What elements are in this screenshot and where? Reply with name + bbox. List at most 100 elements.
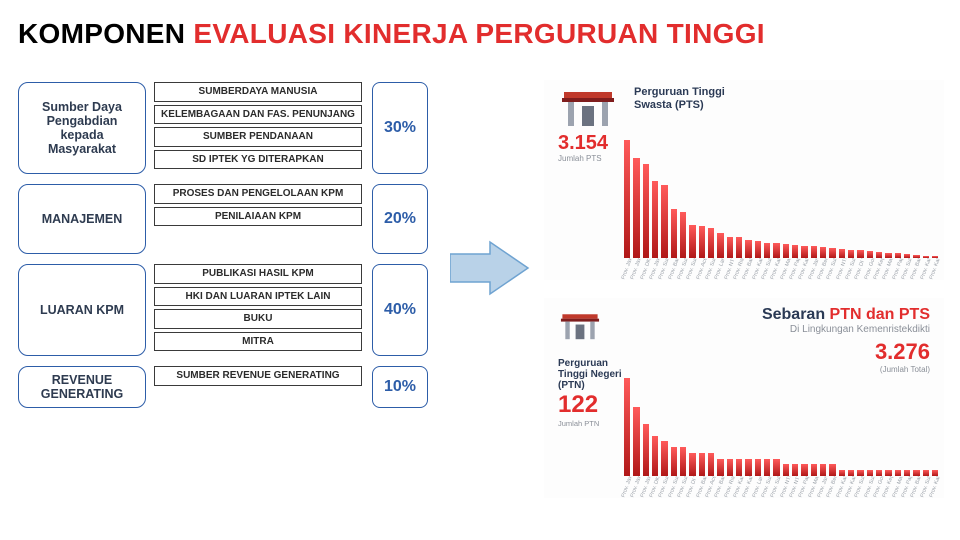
item: SD IPTEK YG DITERAPKAN: [154, 150, 362, 170]
bar: [811, 464, 817, 476]
bar: [773, 459, 779, 476]
ptn-h-accent: PTN dan PTS: [830, 306, 930, 323]
bar: [717, 459, 723, 476]
bar: [839, 249, 845, 258]
bar: [680, 212, 686, 258]
title-plain: KOMPONEN: [18, 18, 193, 49]
bar: [764, 243, 770, 258]
card-ptn-header: Sebaran PTN dan PTS Di Lingkungan Kemenr…: [762, 306, 930, 374]
ptn-h-plain: Sebaran: [762, 306, 830, 323]
page-title: KOMPONEN EVALUASI KINERJA PERGURUAN TING…: [18, 18, 765, 50]
component-table: Sumber Daya Pengabdian kepada Masyarakat…: [18, 82, 428, 418]
bar: [820, 247, 826, 258]
bar: [811, 246, 817, 258]
bar: [699, 453, 705, 476]
group-revenue: REVENUE GENERATINGSUMBER REVENUE GENERAT…: [18, 366, 428, 408]
arrow-right-icon: [450, 240, 530, 296]
bar: [708, 228, 714, 258]
bar: [671, 447, 677, 476]
bar: [764, 459, 770, 476]
bar: [689, 453, 695, 476]
ptn-bars: [624, 376, 938, 476]
bar: [727, 237, 733, 258]
group-pct-manajemen: 20%: [372, 184, 428, 254]
item: MITRA: [154, 332, 362, 352]
card-ptn: Sebaran PTN dan PTS Di Lingkungan Kemenr…: [544, 298, 944, 498]
group-pct-luaran: 40%: [372, 264, 428, 356]
bar: [792, 464, 798, 476]
group-manajemen: MANAJEMENPROSES DAN PENGELOLAAN KPMPENIL…: [18, 184, 428, 254]
bar: [773, 243, 779, 258]
bar: [727, 459, 733, 476]
card-pts-title: Perguruan Tinggi Swasta (PTS): [634, 86, 744, 112]
bar: [745, 240, 751, 258]
group-pct-sumberdaya: 30%: [372, 82, 428, 174]
card-pts-count: 3.154: [558, 132, 608, 155]
ptn-bar-labels: Prov. Jawa TimurProv. Jawa BaratProv. Ja…: [624, 476, 938, 498]
item: PUBLIKASI HASIL KPM: [154, 264, 362, 284]
bar: [652, 436, 658, 476]
group-items-revenue: SUMBER REVENUE GENERATING: [154, 366, 362, 408]
group-luaran: LUARAN KPM PUBLIKASI HASIL KPM HKI DAN LUA…: [18, 264, 428, 356]
bar: [736, 237, 742, 258]
ptn-h-sub: Di Lingkungan Kemenristekdikti: [762, 324, 930, 335]
bar: [661, 185, 667, 258]
item: HKI DAN LUARAN IPTEK LAIN: [154, 287, 362, 307]
bar: [783, 244, 789, 258]
bar: [671, 209, 677, 258]
ptn-label: Perguruan Tinggi Negeri (PTN): [558, 358, 628, 391]
card-pts-count-label: Jumlah PTS: [558, 154, 602, 163]
pts-bars: [624, 138, 938, 258]
bar: [633, 407, 639, 476]
item: SUMBERDAYA MANUSIA: [154, 82, 362, 102]
group-sumberdaya: Sumber Daya Pengabdian kepada Masyarakat…: [18, 82, 428, 174]
item: KELEMBAGAAN DAN FAS. PENUNJANG: [154, 105, 362, 125]
group-label-luaran: LUARAN KPM: [18, 264, 146, 356]
bar: [783, 464, 789, 476]
group-items-sumberdaya: SUMBERDAYA MANUSIA KELEMBAGAAN DAN FAS. P…: [154, 82, 362, 174]
right-panel: Perguruan Tinggi Swasta (PTS) 3.154 Juml…: [544, 80, 944, 510]
bar: [820, 464, 826, 476]
bar: [643, 164, 649, 258]
bar: [801, 246, 807, 258]
bar: [745, 459, 751, 476]
bar: [755, 459, 761, 476]
title-accent: EVALUASI KINERJA PERGURUAN TINGGI: [193, 18, 765, 49]
bar: [736, 459, 742, 476]
gate-icon: [558, 308, 602, 344]
item: BUKU: [154, 309, 362, 329]
ptn-total-label: (Jumlah Total): [762, 365, 930, 374]
bar: [801, 464, 807, 476]
ptn-total: 3.276: [762, 339, 930, 365]
bar: [708, 453, 714, 476]
gate-icon: [558, 86, 618, 130]
bar: [829, 464, 835, 476]
item: SUMBER PENDANAAN: [154, 127, 362, 147]
bar: [633, 158, 639, 258]
ptn-number: 122: [558, 391, 628, 419]
bar: [661, 441, 667, 476]
pts-bar-labels: Prov. Jawa BaratProv. Jawa TimurProv. DK…: [624, 258, 938, 280]
bar: [755, 241, 761, 258]
group-pct-revenue: 10%: [372, 366, 428, 408]
bar: [792, 245, 798, 258]
group-items-luaran: PUBLIKASI HASIL KPM HKI DAN LUARAN IPTEK …: [154, 264, 362, 356]
item: SUMBER REVENUE GENERATING: [154, 366, 362, 386]
group-label-manajemen: MANAJEMEN: [18, 184, 146, 254]
item: PROSES DAN PENGELOLAAN KPM: [154, 184, 362, 204]
bar: [699, 226, 705, 258]
group-label-sumberdaya: Sumber Daya Pengabdian kepada Masyarakat: [18, 82, 146, 174]
bar: [624, 140, 630, 258]
card-pts-title-text: Perguruan Tinggi Swasta (PTS): [634, 86, 744, 112]
bar: [717, 233, 723, 258]
ptn-sub: Jumlah PTN: [558, 419, 628, 428]
bar: [680, 447, 686, 476]
bar: [624, 378, 630, 476]
bar: [829, 248, 835, 258]
bar: [652, 181, 658, 258]
group-items-manajemen: PROSES DAN PENGELOLAAN KPMPENILAIAAN KPM: [154, 184, 362, 254]
card-pts: Perguruan Tinggi Swasta (PTS) 3.154 Juml…: [544, 80, 944, 280]
bar: [643, 424, 649, 476]
bar: [689, 225, 695, 258]
ptn-block: Perguruan Tinggi Negeri (PTN) 122 Jumlah…: [558, 358, 628, 428]
